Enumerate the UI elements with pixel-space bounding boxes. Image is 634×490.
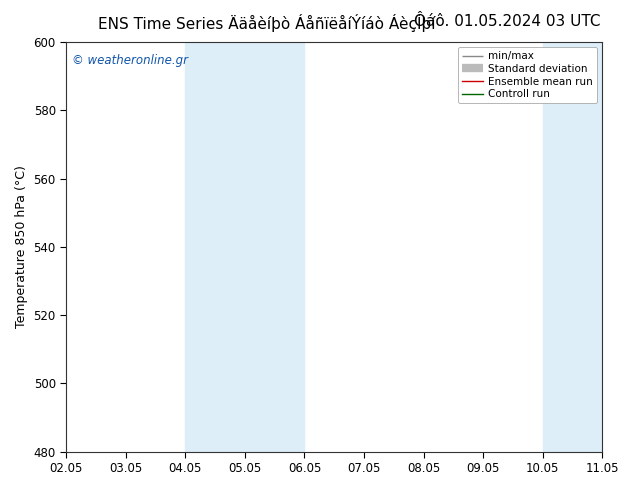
Bar [543, 42, 602, 452]
Text: ENS Time Series Ääåèíþò ÁåñïëåíÝíáò ÁèçÍþí: ENS Time Series Ääåèíþò ÁåñïëåíÝíáò ÁèçÍ… [98, 14, 435, 32]
Legend: min/max, Standard deviation, Ensemble mean run, Controll run: min/max, Standard deviation, Ensemble me… [458, 47, 597, 103]
Text: © weatheronline.gr: © weatheronline.gr [72, 54, 188, 67]
Bar [185, 42, 304, 452]
Text: Ôáô. 01.05.2024 03 UTC: Ôáô. 01.05.2024 03 UTC [414, 14, 600, 29]
Y-axis label: Temperature 850 hPa (°C): Temperature 850 hPa (°C) [15, 166, 28, 328]
